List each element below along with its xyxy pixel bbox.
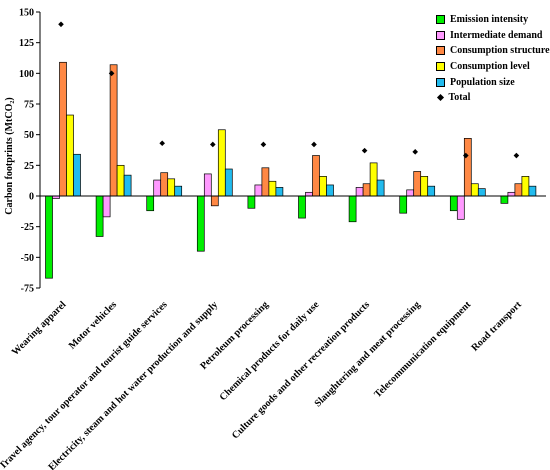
bar — [528, 185, 537, 197]
legend-label: Emission intensity — [450, 14, 529, 26]
y-tick-label: -25 — [21, 222, 34, 233]
y-tick-label: 100 — [19, 69, 34, 80]
total-marker — [513, 152, 520, 159]
legend-label: Consumption level — [450, 61, 530, 73]
legend-item: Consumption level — [436, 59, 550, 75]
y-tick-label: 25 — [24, 161, 34, 172]
bar — [312, 155, 320, 197]
bar — [399, 195, 408, 214]
y-tick-label: 75 — [24, 100, 34, 111]
bar — [210, 195, 219, 207]
bar — [456, 195, 465, 220]
bar — [406, 189, 415, 197]
y-tick-label: -75 — [21, 284, 34, 295]
y-tick-label: 150 — [19, 8, 34, 19]
legend-label: Total — [448, 92, 471, 104]
x-tick-label: Telecommunication equipment — [372, 299, 473, 400]
bar — [500, 195, 509, 204]
total-marker — [412, 149, 418, 155]
x-tick-label: Wearing apparel — [10, 299, 69, 358]
bar — [326, 184, 334, 197]
bar — [203, 173, 212, 197]
y-tick-label: -50 — [21, 253, 34, 264]
bar — [268, 180, 277, 197]
bar — [507, 191, 516, 197]
bar — [275, 187, 284, 197]
bar — [160, 172, 169, 197]
total-marker — [463, 152, 469, 159]
x-tick-label: Slaughtering and meat processing — [313, 299, 423, 409]
legend-swatch — [436, 15, 445, 25]
bar — [477, 188, 486, 197]
bar — [463, 138, 472, 197]
y-tick-label: 125 — [19, 38, 34, 49]
bar — [73, 153, 81, 197]
bar — [116, 164, 125, 197]
bar — [514, 183, 523, 197]
x-tick-label: Road transport — [469, 299, 524, 354]
legend-swatch — [436, 46, 445, 56]
legend-swatch — [436, 77, 445, 87]
legend-item: Population size — [436, 74, 550, 90]
bar — [45, 195, 53, 279]
bar — [521, 176, 530, 197]
legend-label: Consumption structure — [450, 45, 550, 57]
bar — [217, 129, 226, 197]
bar — [146, 195, 155, 212]
total-marker — [210, 141, 216, 148]
legend-item: Intermediate demand — [436, 28, 550, 44]
bar — [449, 195, 458, 212]
bar — [420, 176, 429, 197]
y-axis-label: Carbon footprints (MtCO₂) — [4, 97, 15, 214]
legend-swatch — [436, 30, 445, 40]
total-marker — [58, 21, 64, 28]
legend-swatch — [436, 62, 445, 72]
bar — [95, 195, 104, 237]
legend: Emission intensity Intermediate demand Con… — [436, 12, 550, 106]
bar — [153, 179, 162, 197]
legend-item: Total — [436, 90, 550, 106]
bar — [102, 195, 111, 218]
legend-label: Intermediate demand — [450, 29, 543, 41]
legend-diamond-marker — [436, 94, 444, 102]
y-tick-label: 50 — [24, 130, 34, 141]
bar — [413, 171, 422, 197]
bar — [123, 174, 132, 197]
y-tick-label: 0 — [29, 192, 34, 203]
bar — [167, 178, 176, 197]
bar — [348, 195, 357, 223]
total-marker — [159, 140, 165, 147]
legend-label: Population size — [450, 76, 515, 88]
x-tick-label: Electricity, steam and hot water product… — [47, 299, 221, 470]
bar — [224, 168, 233, 197]
legend-item: Emission intensity — [436, 12, 550, 28]
total-marker — [311, 141, 317, 148]
bar — [174, 185, 183, 197]
bar — [247, 195, 256, 209]
total-marker — [361, 147, 368, 154]
x-tick-label: Motor vehicles — [67, 299, 119, 351]
bar — [196, 195, 205, 252]
total-marker — [108, 70, 115, 77]
x-tick-label: Chemical products for daily use — [218, 299, 322, 403]
bar — [109, 64, 118, 197]
bars-layer — [45, 61, 537, 279]
bar — [319, 176, 327, 197]
bar — [59, 61, 67, 197]
bar — [470, 183, 479, 197]
bar — [261, 167, 270, 197]
bar — [355, 187, 364, 197]
bar — [376, 179, 385, 197]
bar — [66, 114, 74, 197]
total-marker — [260, 141, 267, 148]
bar — [369, 162, 378, 197]
bar — [427, 185, 436, 197]
bar — [254, 184, 263, 197]
total-markers — [58, 21, 520, 159]
bar — [305, 191, 313, 197]
legend-item: Consumption structure — [436, 43, 550, 59]
bar — [362, 183, 371, 197]
bar — [298, 195, 306, 219]
